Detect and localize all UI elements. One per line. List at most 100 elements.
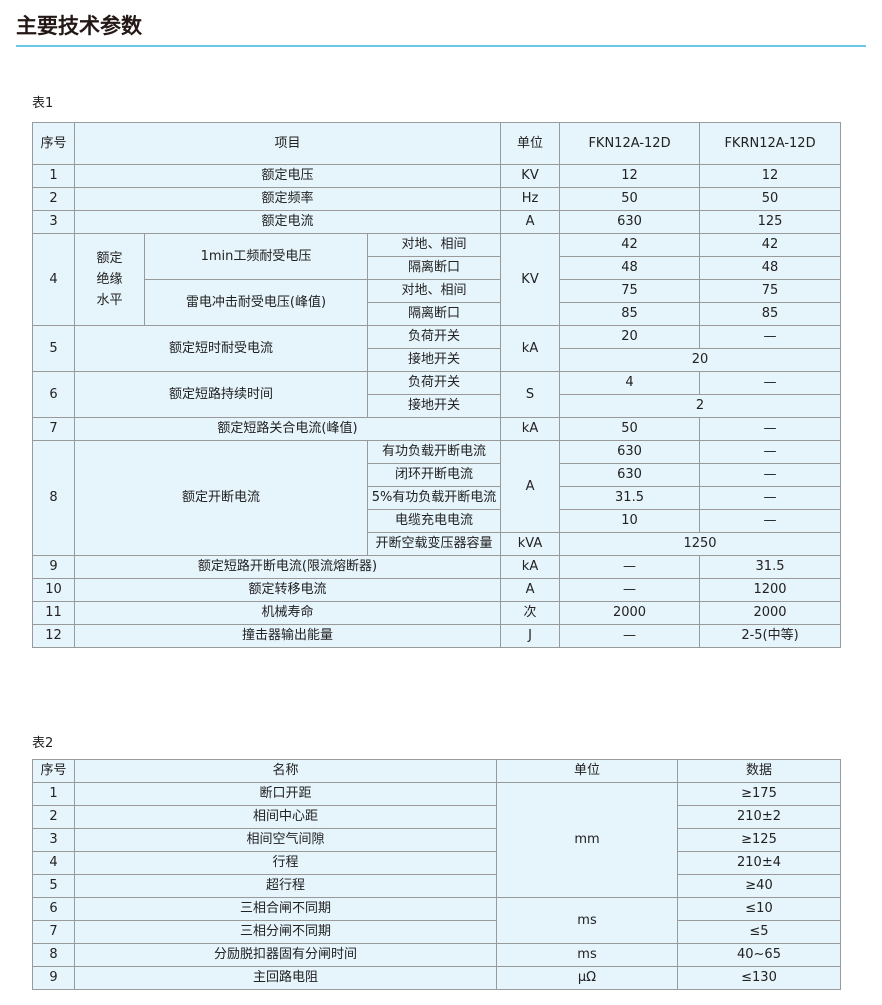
table-cell: 隔离断口 bbox=[366, 256, 502, 280]
table-cell: 12 bbox=[32, 624, 75, 648]
table-cell: ≤5 bbox=[677, 920, 841, 944]
table-cell: 雷电冲击耐受电压(峰值) bbox=[144, 279, 368, 326]
table-cell: 85 bbox=[699, 302, 842, 326]
table-row: 5 额定短时耐受电流 负荷开关 kA 20— bbox=[32, 325, 842, 372]
table-cell: 210±2 bbox=[677, 805, 841, 829]
table-cell: 1 bbox=[32, 164, 75, 188]
table-cell: 额定短路持续时间 bbox=[74, 371, 368, 418]
table-cell: kVA bbox=[500, 532, 561, 556]
table-cell: 20 bbox=[559, 325, 701, 349]
table-row: 6 额定短路持续时间 负荷开关 S 4— bbox=[32, 371, 842, 418]
table-cell: 相间中心距 bbox=[74, 805, 497, 829]
table-cell: KV bbox=[500, 233, 561, 326]
table-cell: μΩ bbox=[496, 966, 678, 990]
table-cell: 7 bbox=[32, 920, 75, 944]
header-unit: 单位 bbox=[496, 759, 678, 783]
table-cell: 分励脱扣器固有分闸时间 bbox=[74, 943, 497, 967]
table-cell: 20 bbox=[559, 348, 842, 372]
table-cell: A bbox=[500, 578, 561, 602]
table-cell: 630 bbox=[559, 440, 701, 464]
table-cell: 12 bbox=[699, 164, 842, 188]
table-cell: mm bbox=[496, 782, 678, 898]
table-cell: 31.5 bbox=[699, 555, 842, 579]
table-cell: 9 bbox=[32, 966, 75, 990]
table-cell: kA bbox=[500, 417, 561, 441]
table-cell: ≥40 bbox=[677, 874, 841, 898]
table-cell: 额定短路关合电流(峰值) bbox=[73, 417, 502, 441]
table-cell: 11 bbox=[32, 601, 75, 625]
table-row: 10 额定转移电流 A —1200 bbox=[32, 578, 842, 602]
table-cell: 42 bbox=[559, 233, 701, 257]
table-cell: 4 bbox=[559, 371, 701, 395]
table-cell: 5 bbox=[32, 874, 75, 898]
table-cell: kA bbox=[500, 325, 561, 372]
table-cell: 4 bbox=[32, 233, 75, 326]
table-cell: — bbox=[559, 624, 701, 648]
table-cell: 48 bbox=[559, 256, 701, 280]
table-cell: 对地、相间 bbox=[366, 279, 502, 303]
table-cell: 630 bbox=[559, 210, 701, 234]
table-cell: 额定转移电流 bbox=[73, 578, 502, 602]
table-cell: — bbox=[699, 417, 842, 441]
table-cell: 相间空气间隙 bbox=[74, 828, 497, 852]
table-cell: 5%有功负载开断电流 bbox=[366, 486, 502, 510]
table-row: 接地开关 20 bbox=[33, 348, 842, 372]
table-cell: 电缆充电电流 bbox=[366, 509, 502, 533]
table-cell: — bbox=[699, 371, 842, 395]
table-cell: 5 bbox=[32, 325, 75, 372]
table-cell: 额定绝缘水平 bbox=[74, 233, 145, 326]
table-cell: 开断空载变压器容量 bbox=[366, 532, 502, 556]
table-cell: J bbox=[500, 624, 561, 648]
header-value: 数据 bbox=[677, 759, 841, 783]
table-cell: 超行程 bbox=[74, 874, 497, 898]
table-cell: — bbox=[699, 486, 842, 510]
table-cell: 三相分闸不同期 bbox=[74, 920, 497, 944]
table-row: 8 分励脱扣器固有分闸时间 ms 40~65 bbox=[32, 943, 841, 967]
table-cell: 6 bbox=[32, 897, 75, 921]
table-row: 8 额定开断电流 有功负载开断电流 A 630— bbox=[32, 440, 842, 556]
table-cell: 40~65 bbox=[677, 943, 841, 967]
table-cell: 2000 bbox=[699, 601, 842, 625]
table-cell: 630 bbox=[559, 463, 701, 487]
table-cell: 2 bbox=[32, 187, 75, 211]
table-row: 7 三相分闸不同期 ≤5 bbox=[32, 920, 841, 944]
table-cell: 50 bbox=[559, 187, 701, 211]
table-cell: KV bbox=[500, 164, 561, 188]
table-row: 闭环开断电流 630— bbox=[33, 463, 842, 487]
table-row: 4 行程 210±4 bbox=[32, 851, 841, 875]
page-title: 主要技术参数 bbox=[16, 14, 142, 38]
header-no: 序号 bbox=[32, 759, 75, 783]
table-cell: 6 bbox=[32, 371, 75, 418]
table-row: 雷电冲击耐受电压(峰值) 对地、相间 75 75 bbox=[33, 279, 842, 326]
table-cell: 12 bbox=[559, 164, 701, 188]
table-cell: 额定电压 bbox=[73, 164, 502, 188]
table-cell: 接地开关 bbox=[366, 394, 502, 418]
table-cell: 1200 bbox=[699, 578, 842, 602]
table-cell: 1 bbox=[32, 782, 75, 806]
table-cell: 次 bbox=[500, 601, 561, 625]
header-item: 项目 bbox=[73, 122, 502, 165]
table-cell: 75 bbox=[699, 279, 842, 303]
header-no: 序号 bbox=[32, 122, 75, 165]
header-unit: 单位 bbox=[500, 122, 561, 165]
header-name: 名称 bbox=[74, 759, 497, 783]
table2: 序号 名称 单位 数据 1 断口开距 mm ≥175 2 相间中心距 210±2 3 相间空气间隙 ≥12… bbox=[32, 759, 841, 990]
table-cell: 8 bbox=[32, 440, 75, 556]
table-cell: 42 bbox=[699, 233, 842, 257]
table-cell: 主回路电阻 bbox=[74, 966, 497, 990]
table-row: 9 额定短路开断电流(限流熔断器) kA —31.5 bbox=[32, 555, 842, 579]
table-cell: 8 bbox=[32, 943, 75, 967]
table-row: 电缆充电电流 10— bbox=[33, 509, 842, 533]
table-cell: 10 bbox=[559, 509, 701, 533]
table-cell: — bbox=[699, 463, 842, 487]
table2-caption: 表2 bbox=[32, 736, 54, 751]
table-cell: 断口开距 bbox=[74, 782, 497, 806]
table-row: 3 额定电流 A 630 125 bbox=[32, 210, 842, 234]
table-cell: 31.5 bbox=[559, 486, 701, 510]
table-cell: A bbox=[500, 210, 561, 234]
table-cell: 48 bbox=[699, 256, 842, 280]
table-cell: 额定电流 bbox=[73, 210, 502, 234]
table-row: 1 断口开距 mm ≥175 bbox=[32, 782, 841, 898]
table-cell: 75 bbox=[559, 279, 701, 303]
table-cell: 闭环开断电流 bbox=[366, 463, 502, 487]
